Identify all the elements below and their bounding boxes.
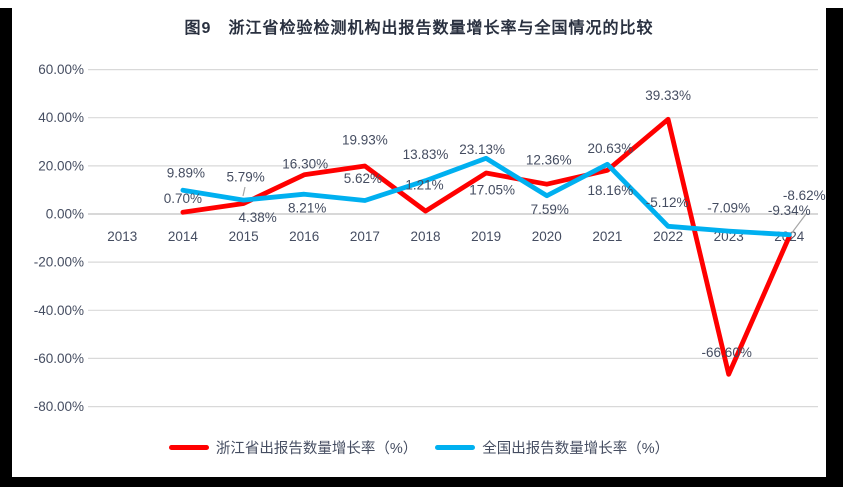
data-label: 18.16% bbox=[588, 183, 634, 198]
y-tick-label: -80.00% bbox=[34, 399, 84, 414]
data-label: 0.70% bbox=[164, 191, 202, 206]
chart-legend: 浙江省出报告数量增长率（%） 全国出报告数量增长率（%） bbox=[12, 437, 826, 458]
data-label: -5.12% bbox=[646, 195, 689, 210]
zhejiang-line-swatch bbox=[168, 445, 209, 450]
series-line-0 bbox=[180, 116, 792, 377]
window-frame-right bbox=[826, 8, 843, 487]
data-label: 8.21% bbox=[288, 201, 326, 216]
x-tick-label: 2019 bbox=[471, 229, 501, 244]
x-tick-label: 2014 bbox=[168, 229, 199, 244]
line-chart-plot: 60.00% 40.00% 20.00% 0.00% -20.00% -40.00% -60… bbox=[34, 62, 826, 414]
chart-panel: 图9 浙江省检验检测机构出报告数量增长率与全国情况的比较 60.00% 40.00… bbox=[12, 0, 826, 477]
data-label: 9.89% bbox=[167, 166, 205, 181]
legend-label-zhejiang: 浙江省出报告数量增长率（%） bbox=[215, 441, 418, 457]
window-frame-bottom bbox=[0, 477, 843, 487]
y-tick-label: 60.00% bbox=[38, 62, 84, 77]
series-line-1 bbox=[180, 155, 792, 238]
data-label: 16.30% bbox=[282, 156, 328, 171]
data-label: 17.05% bbox=[469, 183, 515, 198]
label-leader-line bbox=[242, 186, 246, 197]
y-tick-label: -60.00% bbox=[34, 351, 84, 366]
legend-item-national: 全国出报告数量增长率（%） bbox=[435, 437, 669, 458]
legend-item-zhejiang: 浙江省出报告数量增长率（%） bbox=[168, 437, 418, 458]
data-label: 7.59% bbox=[531, 202, 569, 217]
legend-label-national: 全国出报告数量增长率（%） bbox=[482, 441, 670, 457]
data-label: -8.62% bbox=[783, 188, 826, 203]
data-label: 19.93% bbox=[342, 133, 388, 148]
data-label: -66.60% bbox=[702, 345, 752, 360]
data-label: -7.09% bbox=[707, 201, 750, 216]
window-frame-left bbox=[0, 8, 12, 487]
chart-title: 图9 浙江省检验检测机构出报告数量增长率与全国情况的比较 bbox=[184, 20, 654, 37]
x-tick-label: 2015 bbox=[229, 229, 259, 244]
data-label: 12.36% bbox=[526, 153, 572, 168]
data-label: 1.21% bbox=[405, 178, 443, 193]
data-label: 13.83% bbox=[403, 147, 449, 162]
x-tick-label: 2018 bbox=[410, 229, 440, 244]
y-tick-label: -40.00% bbox=[34, 303, 84, 318]
x-tick-label: 2016 bbox=[289, 229, 319, 244]
data-label: 20.63% bbox=[588, 141, 634, 156]
y-tick-label: 40.00% bbox=[38, 110, 84, 125]
data-label: 5.79% bbox=[226, 170, 264, 185]
national-line-swatch bbox=[435, 445, 476, 450]
x-tick-label: 2020 bbox=[532, 229, 562, 244]
x-tick-label: 2013 bbox=[107, 229, 137, 244]
data-label: 39.33% bbox=[645, 88, 691, 103]
label-leader-line bbox=[790, 213, 807, 235]
data-label: -9.34% bbox=[768, 203, 811, 218]
y-tick-label: 20.00% bbox=[38, 158, 84, 173]
y-tick-label: -20.00% bbox=[34, 255, 84, 270]
data-label: 4.38% bbox=[238, 210, 276, 225]
x-tick-label: 2017 bbox=[350, 229, 380, 244]
x-tick-label: 2021 bbox=[592, 229, 622, 244]
data-label: 5.62% bbox=[344, 171, 382, 186]
data-label: 23.13% bbox=[459, 142, 505, 157]
x-tick-label: 2022 bbox=[653, 229, 683, 244]
y-tick-label: 0.00% bbox=[46, 207, 84, 222]
